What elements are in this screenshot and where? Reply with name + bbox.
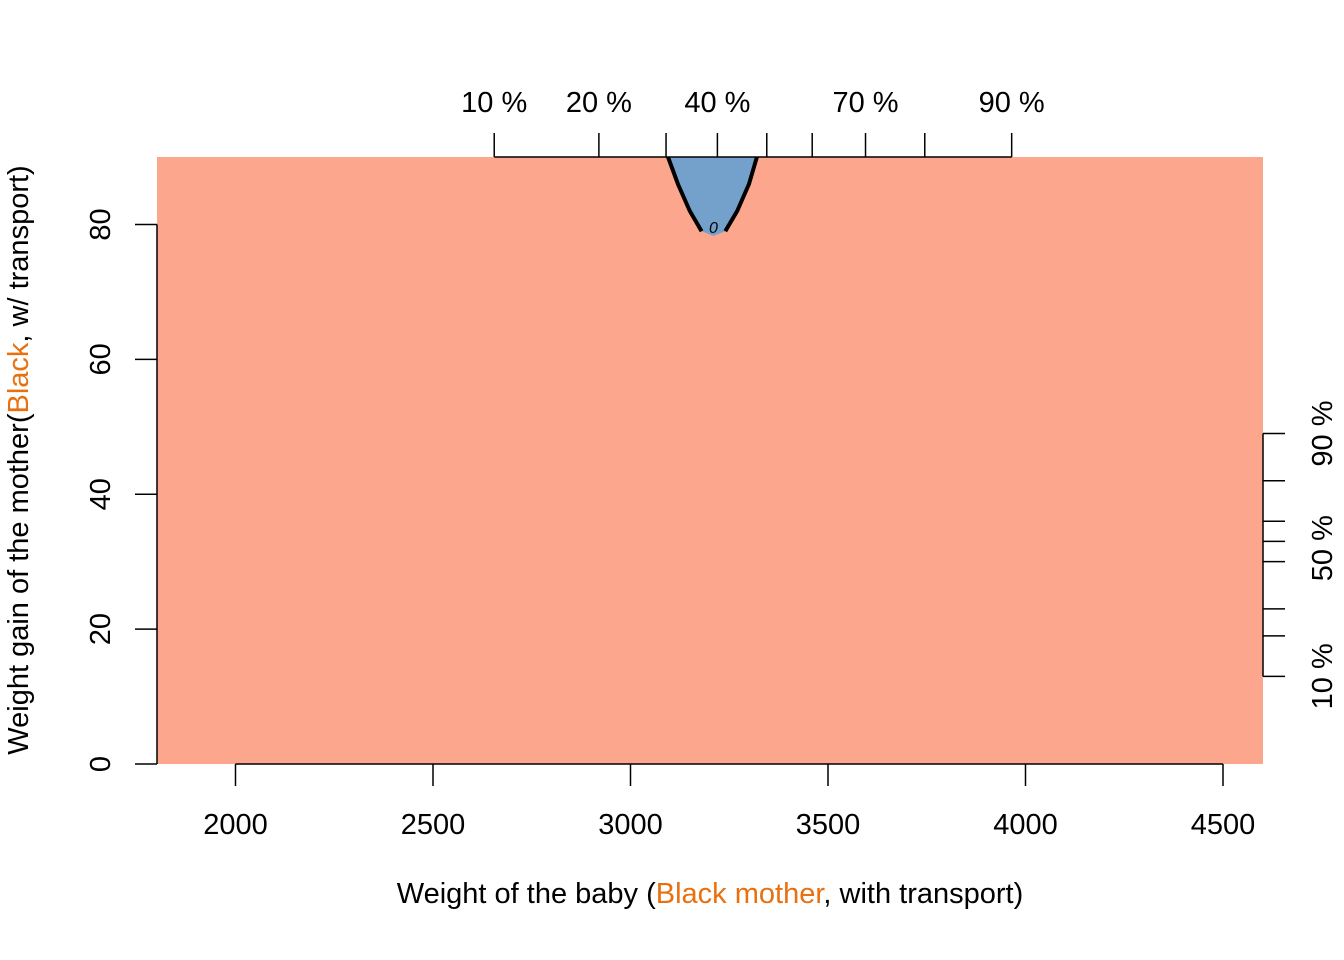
- x-tick-label: 2000: [203, 809, 268, 841]
- plot-background-region: [157, 157, 1263, 764]
- y-axis-title: Weight gain of the mother(Black, w/ tran…: [3, 165, 35, 754]
- contour-line: [666, 156, 759, 233]
- x-tick-label: 3500: [796, 809, 861, 841]
- region-0-area: [668, 157, 757, 236]
- top-quantile-label: 40 %: [684, 87, 750, 119]
- right-quantile-label: 50 %: [1307, 515, 1339, 581]
- top-quantile-label: 90 %: [979, 87, 1045, 119]
- x-tick-label: 2500: [401, 809, 466, 841]
- y-axis: 0 20 40 60 80: [85, 208, 158, 772]
- right-quantile-axis: 10 % 50 % 90 %: [1262, 400, 1339, 709]
- x-axis-title: Weight of the baby (Black mother, with t…: [397, 878, 1024, 910]
- y-axis-title-part-1: Weight gain of the mother(: [3, 413, 35, 755]
- x-tick-label: 4000: [993, 809, 1058, 841]
- x-axis-title-part-3: , with transport): [823, 878, 1023, 910]
- x-axis-title-part-1: Weight of the baby (: [397, 878, 656, 910]
- contour-label: 0: [709, 220, 718, 237]
- x-axis-title-highlight: Black mother: [656, 878, 826, 910]
- y-tick-label: 0: [85, 756, 117, 772]
- x-tick-label: 3000: [598, 809, 663, 841]
- right-quantile-label: 90 %: [1307, 400, 1339, 466]
- top-quantile-label: 20 %: [566, 87, 632, 119]
- y-tick-label: 80: [85, 208, 117, 240]
- top-quantile-label: 10 %: [461, 87, 527, 119]
- right-quantile-label: 10 %: [1307, 643, 1339, 709]
- x-axis: 2000 2500 3000 3500 4000 4500: [203, 763, 1256, 841]
- top-quantile-axis: 10 % 20 % 40 % 70 % 90 %: [461, 87, 1045, 158]
- y-tick-label: 40: [85, 478, 117, 510]
- y-tick-label: 20: [85, 613, 117, 645]
- y-tick-label: 60: [85, 343, 117, 375]
- top-quantile-label: 70 %: [832, 87, 898, 119]
- y-axis-title-highlight: Black: [3, 342, 35, 413]
- y-axis-title-part-3: , w/ transport): [3, 165, 35, 342]
- x-tick-label: 4500: [1191, 809, 1256, 841]
